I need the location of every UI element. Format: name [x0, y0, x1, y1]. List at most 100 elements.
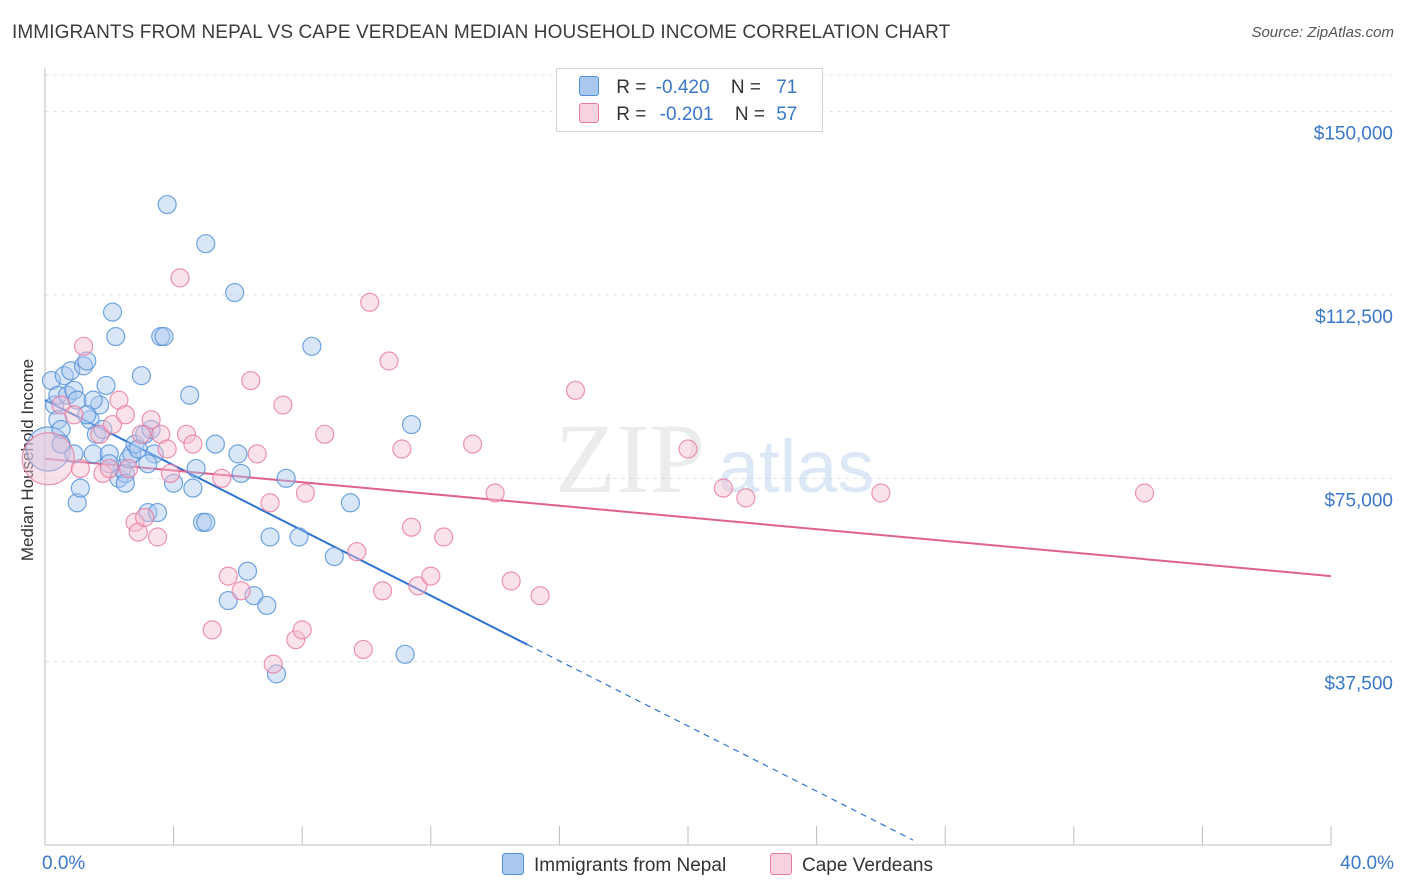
nepal-point-49: [237, 561, 258, 581]
watermark-zip: ZIP: [555, 403, 705, 514]
cape-point-26: [218, 566, 238, 586]
cape-point-52: [678, 439, 698, 459]
nepal-point-16: [83, 444, 103, 464]
legend-swatch-cape: [579, 103, 599, 123]
nepal-trend-line: [44, 399, 528, 646]
nepal-point-46: [218, 590, 238, 611]
nepal-point-8: [61, 361, 81, 381]
y-tick-label-0: $37,500: [1324, 674, 1393, 695]
cape-point-11: [118, 458, 139, 479]
cape-point-27: [231, 581, 251, 601]
nepal-point-23: [106, 326, 126, 347]
nepal-point-66: [186, 458, 206, 479]
y-tick-labels: $37,500 $75,000 $112,500 $150,000: [1314, 124, 1393, 695]
nepal-point-59: [395, 644, 415, 664]
cape-point-24: [202, 620, 222, 640]
nepal-point-64: [115, 473, 135, 493]
legend-nepal-n-label: N =: [730, 77, 761, 98]
bottom-legend-nepal-label: Immigrants from Nepal: [534, 855, 727, 876]
nepal-point-38: [154, 326, 174, 347]
cape-point-48: [485, 483, 505, 503]
cape-point-29: [247, 444, 267, 464]
legend-row-cape: R = -0.201 N = 57: [579, 103, 797, 126]
nepal-point-39: [157, 194, 177, 215]
nepal-point-36: [147, 502, 168, 523]
cape-point-51: [565, 380, 586, 400]
x-min-label: 0.0%: [42, 853, 86, 874]
cape-point-25: [212, 468, 232, 488]
legend-nepal-r-label: R =: [616, 77, 647, 98]
nepal-point-67: [228, 444, 248, 464]
cape-point-50: [530, 586, 550, 606]
nepal-point-34: [141, 419, 161, 440]
cape-point-0: [21, 432, 75, 486]
cape-point-54: [736, 488, 756, 508]
nepal-point-65: [138, 454, 158, 474]
x-max-label: 40.0%: [1340, 853, 1394, 874]
cape-point-16: [141, 410, 161, 430]
legend-cape-r-label: R =: [616, 104, 647, 125]
bottom-legend-swatch-cape: [770, 853, 792, 875]
nepal-point-48: [231, 463, 251, 484]
cape-point-15: [135, 507, 155, 528]
cape-point-38: [353, 639, 373, 660]
nepal-point-41: [180, 385, 200, 405]
legend-swatch-nepal: [579, 76, 599, 96]
nepal-point-35: [144, 444, 164, 464]
bottom-legend-nepal: Immigrants from Nepal: [502, 853, 726, 877]
cape-point-36: [315, 424, 335, 444]
axes: [44, 68, 1332, 846]
cape-point-43: [401, 517, 422, 537]
cape-point-5: [90, 424, 110, 444]
nepal-point-22: [102, 302, 123, 322]
cape-point-42: [392, 439, 412, 459]
chart-title: IMMIGRANTS FROM NEPAL VS CAPE VERDEAN ME…: [12, 22, 951, 43]
nepal-point-58: [340, 493, 361, 513]
nepal-point-44: [196, 234, 216, 254]
cape-point-47: [462, 434, 483, 454]
legend-nepal-r-value: -0.420: [655, 77, 710, 98]
bottom-legend-cape: Cape Verdeans: [770, 853, 933, 877]
cape-point-21: [170, 268, 190, 288]
cape-point-31: [263, 654, 283, 674]
nepal-point-12: [70, 478, 90, 498]
cape-point-1: [51, 395, 71, 415]
correlation-legend: R = -0.420 N = 71 R = -0.201 N = 57: [556, 68, 823, 132]
cape-point-35: [295, 483, 316, 503]
cape-point-39: [360, 292, 380, 312]
nepal-point-50: [244, 586, 264, 606]
cape-point-20: [160, 463, 180, 484]
nepal-point-55: [289, 527, 309, 547]
cape-point-40: [372, 581, 393, 601]
cape-point-19: [157, 439, 177, 459]
nepal-point-60: [401, 414, 422, 435]
nepal-trend-extension: [526, 644, 914, 841]
nepal-point-20: [96, 375, 116, 396]
nepal-point-52: [260, 527, 280, 547]
cape-point-41: [379, 351, 399, 371]
nepal-point-21: [99, 444, 119, 464]
cape-point-17: [147, 527, 168, 547]
data-points: [21, 194, 1155, 684]
cape-point-22: [176, 424, 197, 444]
legend-nepal-n-value: 71: [776, 77, 798, 98]
cape-point-53: [713, 478, 733, 498]
nepal-point-51: [257, 595, 277, 616]
bottom-legend-swatch-nepal: [502, 853, 524, 875]
legend-cape-r-value: -0.201: [659, 104, 714, 125]
cape-point-3: [70, 458, 90, 479]
cape-point-10: [115, 405, 135, 425]
nepal-point-14: [77, 351, 97, 371]
legend-row-nepal: R = -0.420 N = 71: [579, 76, 797, 99]
cape-point-45: [421, 566, 441, 586]
nepal-point-42: [183, 478, 203, 498]
cape-point-55: [871, 483, 891, 503]
cape-point-4: [73, 336, 94, 356]
nepal-point-54: [276, 468, 296, 488]
bottom-legend-cape-label: Cape Verdeans: [802, 855, 933, 876]
watermark: ZIP atlas: [555, 403, 874, 514]
cape-point-56: [1134, 483, 1155, 503]
y-tick-label-3: $150,000: [1314, 124, 1393, 145]
cape-point-8: [102, 414, 123, 435]
